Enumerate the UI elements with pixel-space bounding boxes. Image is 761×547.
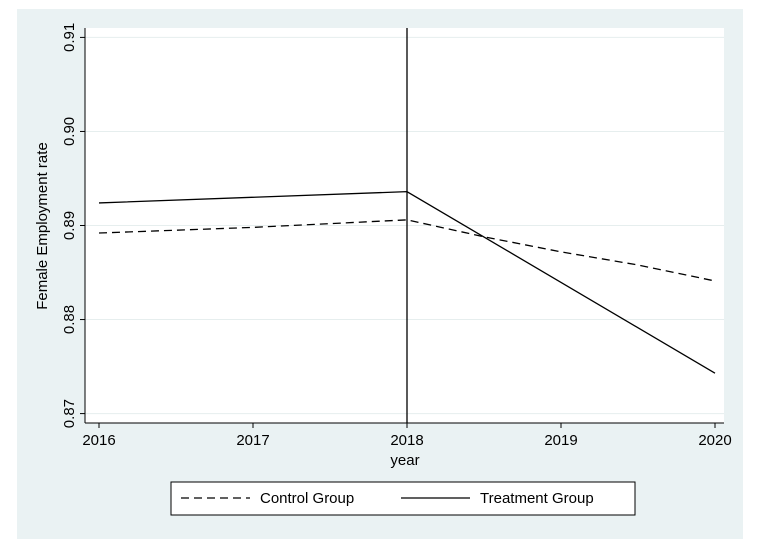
y-tick-label-0.89: 0.89 bbox=[61, 211, 78, 240]
y-tick-label-0.91: 0.91 bbox=[61, 23, 78, 52]
x-axis-title: year bbox=[390, 452, 419, 469]
y-tick-label-0.90: 0.90 bbox=[61, 117, 78, 146]
x-tick-label-2019: 2019 bbox=[544, 432, 577, 449]
legend-label-control: Control Group bbox=[260, 490, 354, 507]
x-tick-label-2017: 2017 bbox=[236, 432, 269, 449]
x-tick-label-2020: 2020 bbox=[698, 432, 731, 449]
series-lines bbox=[98, 190, 716, 374]
y-tick-label-0.87: 0.87 bbox=[61, 399, 78, 428]
legend: Control Group Treatment Group bbox=[170, 481, 636, 516]
y-tick-label-0.88: 0.88 bbox=[61, 305, 78, 334]
x-tick-labels: 2016 2017 2018 2019 2020 bbox=[82, 423, 732, 449]
line-chart: 0.87 0.88 0.89 0.90 0.91 2016 2017 2018 2019 202… bbox=[34, 23, 732, 516]
x-tick-label-2016: 2016 bbox=[82, 432, 115, 449]
legend-label-treatment: Treatment Group bbox=[480, 490, 594, 507]
series-line-treatment-group bbox=[98, 190, 716, 374]
chart-frame: 0.87 0.88 0.89 0.90 0.91 2016 2017 2018 2019 202… bbox=[17, 9, 743, 539]
x-tick-label-2018: 2018 bbox=[390, 432, 423, 449]
y-tick-labels: 0.87 0.88 0.89 0.90 0.91 bbox=[61, 23, 85, 428]
grid-lines bbox=[85, 36, 724, 415]
y-axis-title: Female Employment rate bbox=[34, 142, 51, 310]
